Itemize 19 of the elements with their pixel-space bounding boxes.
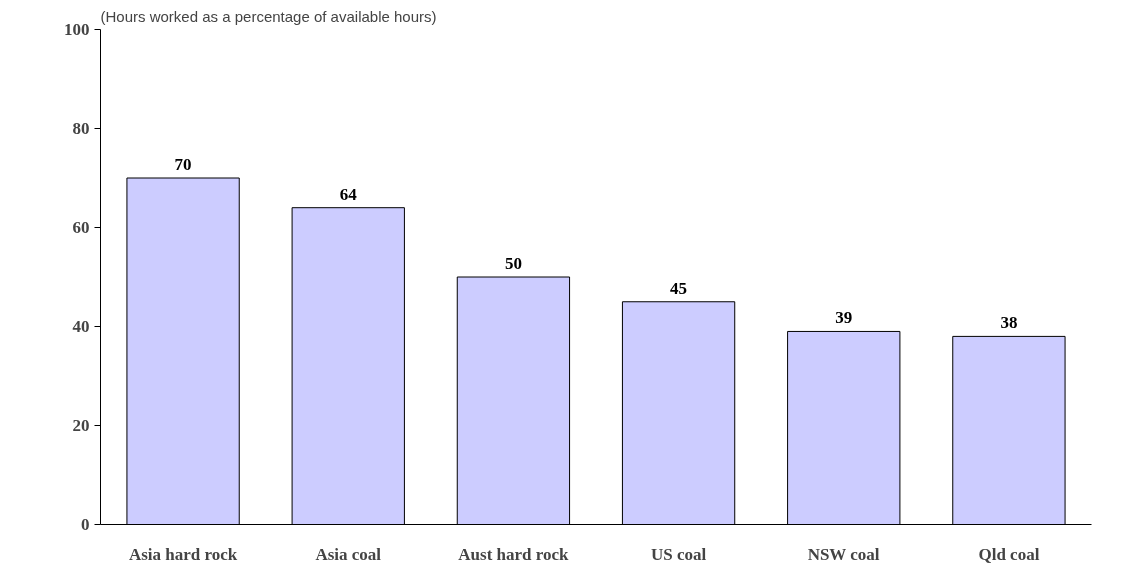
data-label: 64 — [339, 184, 358, 204]
x-tick-label: Qld coal — [978, 544, 1040, 564]
data-label: 45 — [670, 278, 688, 298]
chart-subtitle: (Hours worked as a percentage of available hours) — [100, 7, 437, 25]
x-tick-label: Asia hard rock — [128, 544, 238, 564]
y-tick-label: 20 — [72, 416, 90, 435]
y-tick-label: 80 — [72, 119, 90, 138]
x-tick-label: NSW coal — [807, 544, 880, 564]
y-tick-label: 60 — [72, 218, 90, 237]
x-tick-label: Aust hard rock — [458, 544, 570, 564]
y-tick-label: 40 — [72, 317, 90, 336]
data-label: 70 — [174, 155, 192, 174]
data-label: 39 — [835, 308, 853, 328]
y-tick-label: 0 — [81, 515, 90, 534]
data-label: 38 — [1000, 313, 1018, 333]
data-label: 50 — [504, 254, 522, 273]
y-tick-label: 100 — [64, 20, 90, 39]
x-tick-label: Asia coal — [315, 544, 382, 564]
x-tick-label: US coal — [650, 544, 707, 564]
